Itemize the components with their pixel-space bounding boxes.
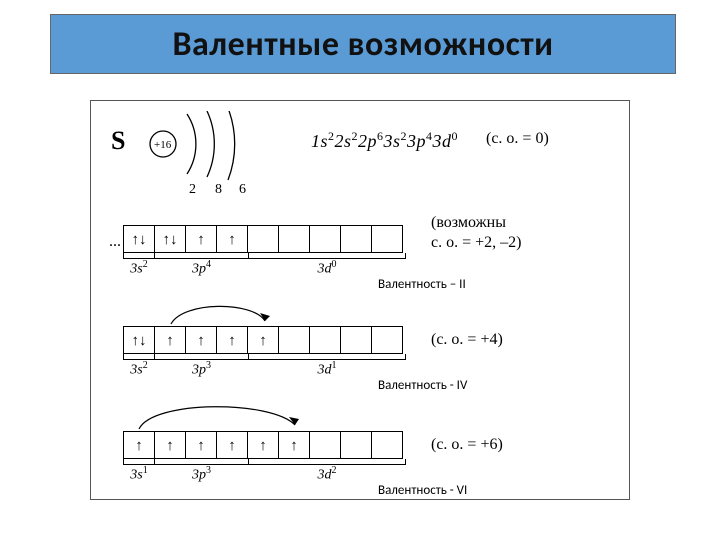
orbital-cell [340, 431, 372, 459]
orbital-cell: ↑↓ [123, 225, 155, 253]
shell-arc-2 [207, 111, 214, 177]
orbital-cell: ↑ [247, 431, 279, 459]
orbital-labels: 3s23p33d1 [123, 354, 403, 378]
shell-count-2: 8 [215, 182, 222, 197]
orbital-cell [309, 431, 341, 459]
orbital-labels: 3s23p43d0 [123, 253, 403, 277]
electron-configuration: 1s22s22p63s23p43d0 [311, 129, 458, 152]
orbital-cell [371, 431, 403, 459]
orbital-cell: ↑ [185, 225, 217, 253]
orbital-cell [278, 326, 310, 354]
promotion-arrow-1 [123, 296, 413, 326]
valence-label-2: Валентность – II [378, 277, 466, 292]
title-bar: Валентные возможности [50, 14, 676, 74]
orbital-cell [309, 326, 341, 354]
ellipsis: ... [109, 233, 121, 251]
orbital-cell: ↑ [123, 431, 155, 459]
ground-possible-note-a: (возможны [431, 213, 506, 233]
orbital-cell: ↑ [216, 326, 248, 354]
shell-count-1: 2 [189, 182, 196, 197]
promotion-arrow-2 [123, 397, 413, 431]
strip-excited-1: ↑↓↑↑↑↑ 3s23p33d1 [123, 326, 403, 378]
orbital-cell [309, 225, 341, 253]
shell-count-3: 6 [239, 182, 246, 197]
orbital-row: ↑↓↑↓↑↑ [123, 225, 403, 253]
orbital-cell: ↑↓ [154, 225, 186, 253]
orbital-cell: ↑ [278, 431, 310, 459]
shell-arc-1 [187, 114, 196, 174]
ground-possible-note-b: с. о. = +2, –2) [431, 233, 521, 253]
page-title: Валентные возможности [172, 24, 553, 65]
orbital-cell [247, 225, 279, 253]
valence-label-4: Валентность - IV [378, 378, 467, 393]
diagram-panel: S +16 2 8 6 1s22s22p63s23p43d0 (с. о. = … [90, 100, 630, 500]
orbital-cell: ↑ [247, 326, 279, 354]
strip-excited-2: ↑↑↑↑↑↑ 3s13p33d2 [123, 431, 403, 483]
orbital-cell: ↑ [154, 326, 186, 354]
orbital-cell: ↑ [154, 431, 186, 459]
orbital-cell [371, 225, 403, 253]
strip-ground: ↑↓↑↓↑↑ 3s23p43d0 [123, 225, 403, 277]
orbital-row: ↑↓↑↑↑↑ [123, 326, 403, 354]
orbital-cell: ↑ [216, 431, 248, 459]
nucleus-charge: +16 [154, 139, 172, 151]
excited-1-note: (с. о. = +4) [431, 330, 503, 350]
excited-2-note: (с. о. = +6) [431, 435, 503, 455]
orbital-cell [340, 326, 372, 354]
orbital-cell: ↑ [185, 326, 217, 354]
orbital-cell [340, 225, 372, 253]
orbital-cell: ↑ [185, 431, 217, 459]
orbital-cell [278, 225, 310, 253]
orbital-cell: ↑↓ [123, 326, 155, 354]
orbital-cell: ↑ [216, 225, 248, 253]
orbital-cell [371, 326, 403, 354]
orbital-row: ↑↑↑↑↑↑ [123, 431, 403, 459]
orbital-labels: 3s13p33d2 [123, 459, 403, 483]
atom-shells: S +16 2 8 6 [105, 111, 305, 206]
shell-arc-3 [228, 111, 235, 180]
valence-label-6: Валентность - VI [378, 483, 467, 498]
element-symbol: S [111, 126, 125, 155]
ground-state-note: (с. о. = 0) [486, 129, 549, 149]
